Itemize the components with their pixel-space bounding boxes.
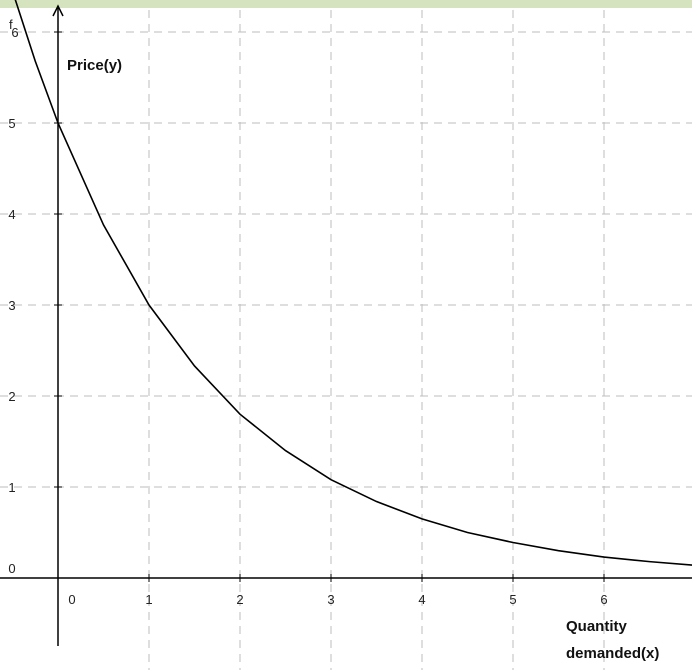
x-tick-label-5: 5 [509,592,516,607]
y-axis-arrowhead [52,4,64,17]
x-tick-label-1: 1 [145,592,152,607]
y-tick-label-2: 2 [8,389,15,404]
x-tick-label-4: 4 [418,592,425,607]
x-tick-marks [148,574,605,582]
demand-curve [14,0,692,566]
y-tick-label-6: 6 [11,25,18,40]
top-band [0,0,692,8]
y-tick-labels: 0 1 2 3 4 5 6 [8,25,18,576]
y-tick-label-0: 0 [8,561,15,576]
y-tick-label-4: 4 [8,207,15,222]
y-axis-label: Price(y) [67,57,122,74]
vertical-gridlines [148,10,605,670]
y-tick-marks [54,31,62,488]
y-tick-label-3: 3 [8,298,15,313]
function-label: f [9,17,13,32]
y-tick-label-5: 5 [8,116,15,131]
x-axis-label-line-1: Quantity [566,618,627,635]
x-tick-label-0: 0 [68,592,75,607]
x-tick-labels: 0 1 2 3 4 5 6 [68,592,607,607]
x-axis-label-line-2: demanded(x) [566,645,659,662]
x-tick-label-3: 3 [327,592,334,607]
horizontal-gridlines [0,31,692,488]
x-tick-label-6: 6 [600,592,607,607]
y-tick-label-1: 1 [8,480,15,495]
x-tick-label-2: 2 [236,592,243,607]
